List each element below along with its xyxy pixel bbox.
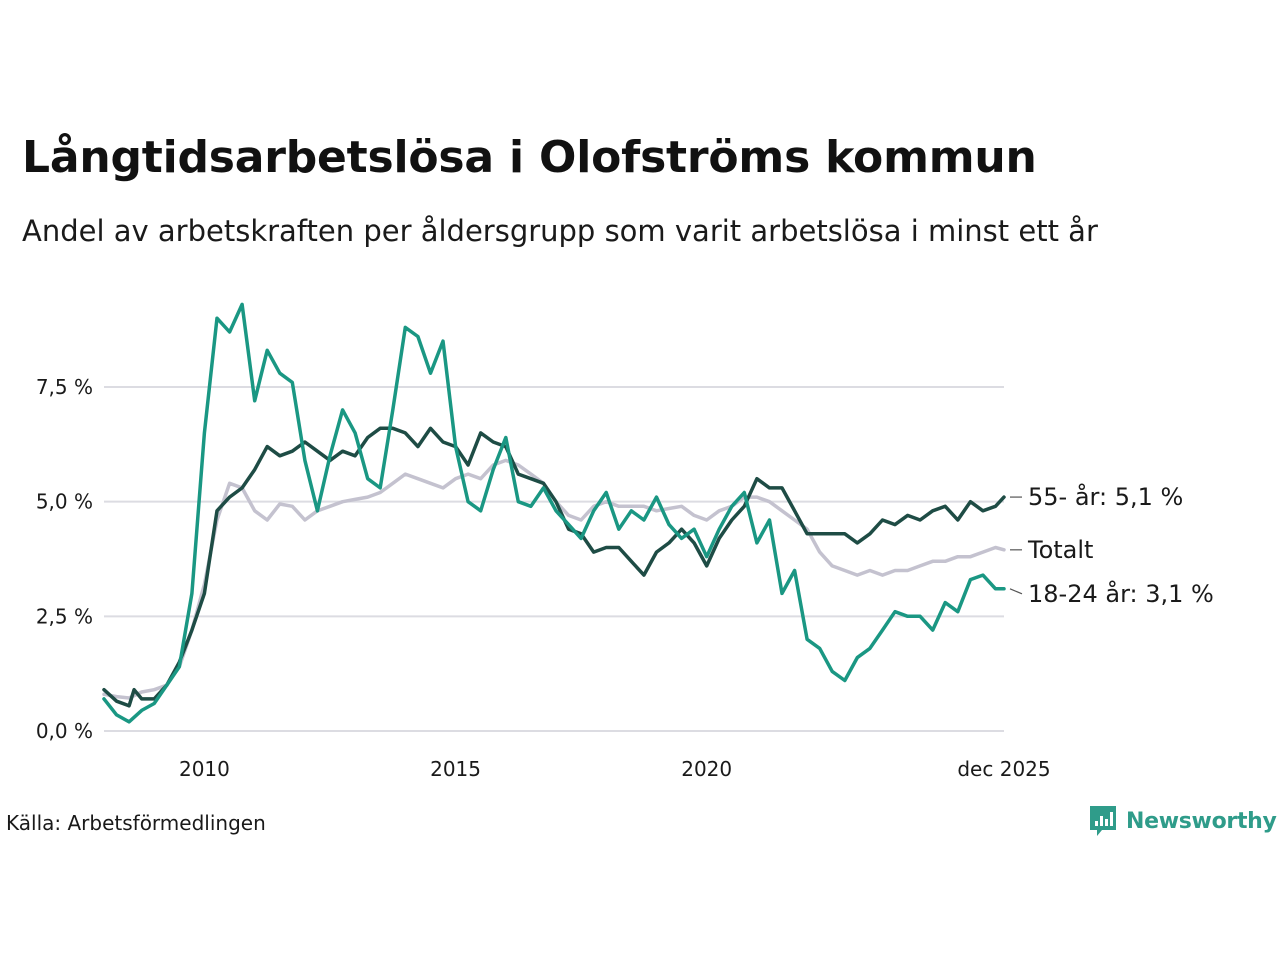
y-tick-label: 5,0 % xyxy=(36,490,93,514)
chart-subtitle: Andel av arbetskraften per åldersgrupp s… xyxy=(22,214,1098,248)
x-tick-label: dec 2025 xyxy=(957,757,1050,781)
series-line-18-24-r xyxy=(102,302,1006,724)
series-layer xyxy=(102,302,1006,724)
y-tick-label: 7,5 % xyxy=(36,375,93,399)
grid-layer xyxy=(104,386,1004,732)
end-label: 18-24 år: 3,1 % xyxy=(1028,579,1214,608)
end-label-connector xyxy=(1009,588,1023,595)
chart-title: Långtidsarbetslösa i Olofströms kommun xyxy=(22,132,1037,183)
end-label: 55- år: 5,1 % xyxy=(1028,482,1183,511)
series-line-55-r xyxy=(102,426,1006,708)
source-note: Källa: Arbetsförmedlingen xyxy=(6,811,266,835)
end-label: Totalt xyxy=(1027,536,1093,564)
y-tick-label: 2,5 % xyxy=(36,604,93,628)
end-labels: 55- år: 5,1 % Totalt 18-24 år: 3,1 % xyxy=(1009,482,1214,608)
x-tick-label: 2010 xyxy=(179,757,230,781)
y-tick-label: 0,0 % xyxy=(36,719,93,743)
y-axis-ticks: 0,0 % 2,5 % 5,0 % 7,5 % xyxy=(36,375,93,743)
x-tick-label: 2020 xyxy=(681,757,732,781)
x-tick-label: 2015 xyxy=(430,757,481,781)
brand-logo: Newsworthy xyxy=(1088,804,1277,838)
newsworthy-logo-icon xyxy=(1090,806,1116,836)
x-axis-ticks: 2010 2015 2020 dec 2025 xyxy=(179,757,1051,781)
brand-name: Newsworthy xyxy=(1126,808,1277,834)
